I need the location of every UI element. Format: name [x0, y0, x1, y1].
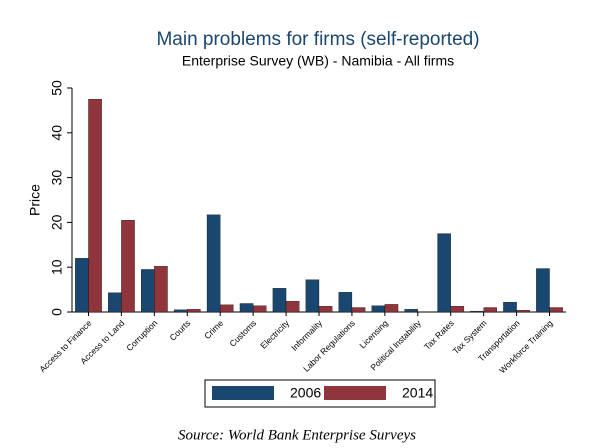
y-tick-label: 0 [49, 308, 65, 316]
x-tick-label: Tax Rates [422, 318, 456, 352]
y-tick-label: 50 [49, 80, 65, 96]
bar [206, 214, 221, 313]
bar [285, 301, 300, 313]
bar [272, 288, 287, 313]
legend-box [204, 379, 436, 408]
bar [318, 306, 333, 313]
bar [549, 307, 563, 313]
bar [483, 307, 497, 313]
chart-title: Main problems for firms (self-reported) [156, 29, 479, 50]
bar [351, 307, 366, 313]
y-tick-label: 20 [49, 214, 65, 230]
bar [516, 310, 530, 313]
x-tick-label: Corruption [124, 318, 159, 353]
bar [536, 268, 550, 313]
legend-swatch [212, 386, 274, 400]
y-axis-label: Price [27, 184, 43, 216]
bar [252, 305, 267, 313]
bar [173, 309, 188, 313]
bar [384, 304, 399, 313]
bar [141, 269, 155, 313]
bar [187, 309, 201, 313]
legend-label: 2006 [290, 385, 321, 401]
x-tick-label: Courts [167, 318, 192, 343]
x-tick-label: Customs [227, 318, 258, 349]
y-tick-label: 30 [49, 170, 65, 186]
legend-swatch [324, 386, 386, 400]
bar [470, 310, 484, 313]
bar [450, 306, 465, 313]
bar [371, 305, 386, 313]
bar [121, 220, 135, 313]
y-tick-label: 40 [49, 125, 65, 141]
source-note: Source: World Bank Enterprise Surveys [178, 427, 416, 443]
x-tick-label: Electricity [258, 317, 291, 350]
x-tick-label: Licensing [357, 318, 390, 351]
bar [305, 279, 320, 313]
y-tick-label: 10 [49, 259, 65, 275]
bar [503, 301, 517, 313]
legend-label: 2014 [402, 385, 433, 401]
bar [239, 303, 254, 313]
bar [404, 309, 418, 313]
bar [437, 233, 451, 313]
bar [154, 266, 168, 313]
bar [108, 292, 122, 313]
bar [338, 292, 353, 313]
bar [88, 99, 102, 313]
bar [220, 304, 234, 313]
x-tick-label: Crime [202, 318, 225, 341]
chart-subtitle: Enterprise Survey (WB) - Namibia - All f… [182, 53, 454, 69]
bar [75, 258, 89, 313]
